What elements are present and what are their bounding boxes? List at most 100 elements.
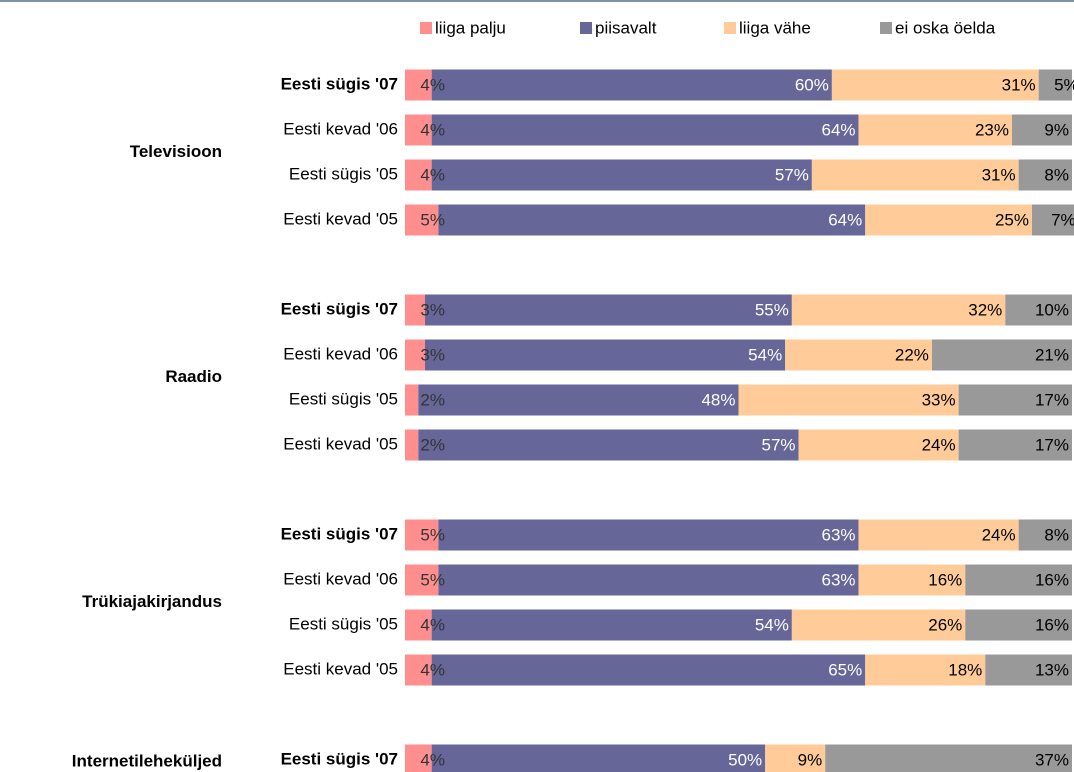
data-label: 31%	[982, 165, 1016, 184]
data-label: 4%	[420, 660, 445, 679]
legend-swatch	[580, 22, 592, 34]
bar-segment	[405, 339, 426, 371]
bar-segment	[798, 429, 959, 461]
data-label: 54%	[755, 615, 789, 634]
bar-segment	[438, 204, 866, 236]
bar-segment	[865, 204, 1032, 236]
category-label: Eesti sügis '07	[281, 524, 398, 543]
data-label: 9%	[1044, 120, 1069, 139]
data-label: 25%	[995, 210, 1029, 229]
bar-segment	[791, 609, 966, 641]
bar-segment	[405, 159, 432, 191]
bar-segment	[958, 384, 1072, 416]
bar-segment	[405, 114, 432, 146]
data-label: 63%	[822, 570, 856, 589]
category-label: Eesti sügis '07	[281, 749, 398, 768]
category-label: Eesti kevad '05	[283, 209, 398, 228]
data-label: 57%	[761, 435, 795, 454]
bar-segment	[405, 609, 432, 641]
data-label: 5%	[420, 570, 445, 589]
data-label: 65%	[828, 660, 862, 679]
bar-segment	[931, 339, 1072, 371]
bar-segment	[418, 429, 799, 461]
data-label: 8%	[1044, 525, 1069, 544]
category-label: Eesti sügis '05	[289, 614, 398, 633]
legend-label: liiga vähe	[739, 18, 811, 37]
category-label: Eesti kevad '05	[283, 434, 398, 453]
data-label: 4%	[420, 165, 445, 184]
category-label: Eesti sügis '05	[289, 389, 398, 408]
data-label: 55%	[755, 300, 789, 319]
bar-segment	[1011, 114, 1072, 146]
bar-segment	[405, 384, 419, 416]
data-label: 4%	[420, 750, 445, 769]
data-label: 26%	[928, 615, 962, 634]
bar-segment	[405, 69, 432, 101]
data-label: 37%	[1035, 750, 1069, 769]
data-label: 16%	[1035, 615, 1069, 634]
bar-segment	[425, 294, 792, 326]
data-label: 24%	[922, 435, 956, 454]
data-label: 22%	[895, 345, 929, 364]
bar-segment	[418, 384, 739, 416]
legend-label: piisavalt	[595, 18, 657, 37]
bar-segment	[405, 564, 439, 596]
data-label: 17%	[1035, 435, 1069, 454]
bar-segment	[405, 519, 439, 551]
data-label: 2%	[420, 390, 445, 409]
data-label: 5%	[1054, 75, 1074, 94]
data-label: 23%	[975, 120, 1009, 139]
category-label: Eesti kevad '06	[283, 569, 398, 588]
bar-segment	[825, 744, 1072, 772]
legend-swatch	[724, 22, 736, 34]
data-label: 3%	[420, 300, 445, 319]
data-label: 21%	[1035, 345, 1069, 364]
data-label: 64%	[822, 120, 856, 139]
data-label: 17%	[1035, 390, 1069, 409]
bar-segment	[865, 654, 986, 686]
bar-segment	[431, 744, 766, 772]
bar-segment	[858, 114, 1012, 146]
bar-segment	[425, 339, 786, 371]
category-label: Eesti kevad '05	[283, 659, 398, 678]
bar-segment	[858, 519, 1019, 551]
bar-segment	[858, 564, 966, 596]
data-label: 24%	[982, 525, 1016, 544]
data-label: 32%	[968, 300, 1002, 319]
bar-segment	[1038, 69, 1072, 101]
data-label: 64%	[828, 210, 862, 229]
data-label: 5%	[420, 210, 445, 229]
bar-segment	[431, 609, 792, 641]
bar-segment	[985, 654, 1072, 686]
bar-segment	[785, 339, 932, 371]
category-label: Eesti sügis '07	[281, 299, 398, 318]
legend-label: liiga palju	[435, 18, 506, 37]
bar-segment	[405, 654, 432, 686]
bar-segment	[431, 159, 812, 191]
legend-label: ei oska öelda	[895, 18, 996, 37]
data-label: 9%	[798, 750, 823, 769]
legend-swatch	[420, 22, 432, 34]
data-label: 16%	[928, 570, 962, 589]
data-label: 48%	[701, 390, 735, 409]
data-label: 16%	[1035, 570, 1069, 589]
bar-segment	[831, 69, 1039, 101]
bar-segment	[405, 204, 439, 236]
data-label: 57%	[775, 165, 809, 184]
data-label: 50%	[728, 750, 762, 769]
data-label: 10%	[1035, 300, 1069, 319]
bar-segment	[1005, 294, 1072, 326]
bar-segment	[1018, 159, 1072, 191]
bar-segment	[431, 654, 866, 686]
category-label: Eesti sügis '05	[289, 164, 398, 183]
bar-segment	[965, 564, 1072, 596]
data-label: 8%	[1044, 165, 1069, 184]
group-label: Trükiajakirjandus	[82, 592, 222, 611]
group-label: Raadio	[165, 367, 222, 386]
bar-segment	[431, 114, 859, 146]
bar-segment	[405, 429, 419, 461]
data-label: 13%	[1035, 660, 1069, 679]
legend-swatch	[880, 22, 892, 34]
bar-segment	[1018, 519, 1072, 551]
